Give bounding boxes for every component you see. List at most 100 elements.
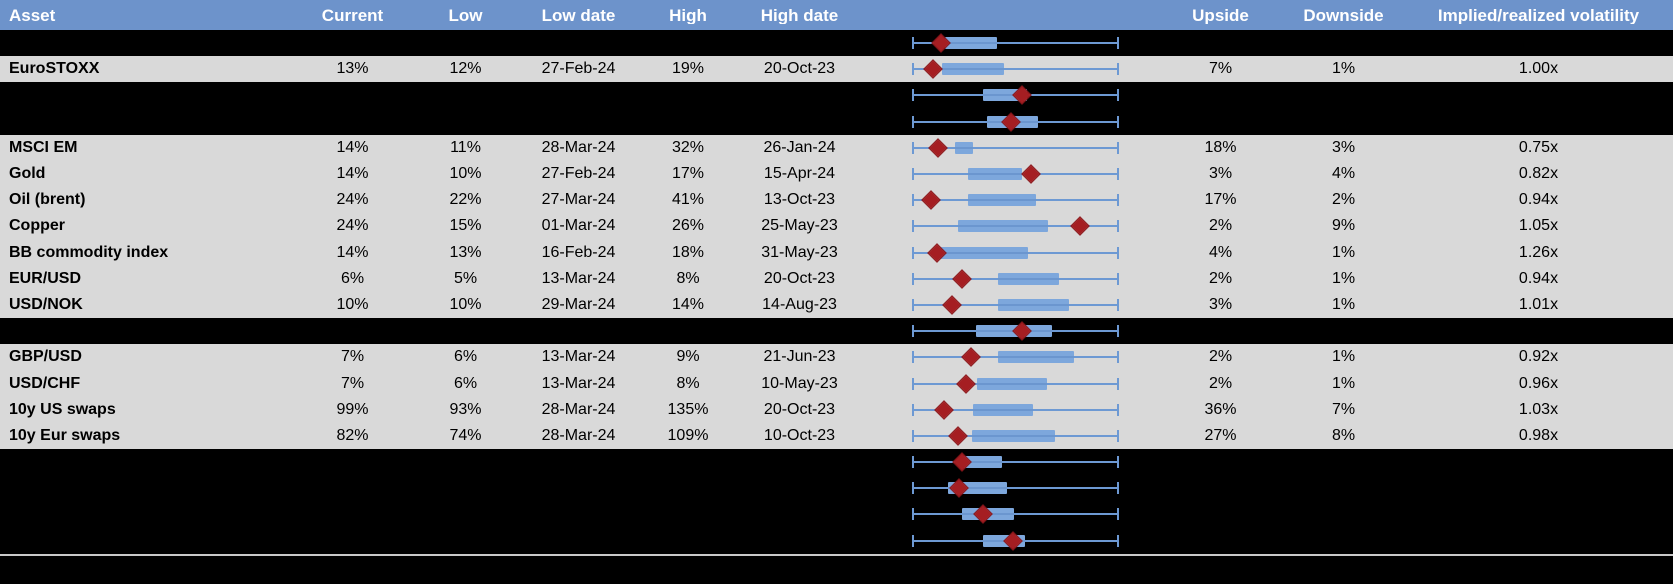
vol-range-boxplot bbox=[858, 423, 1140, 449]
cell-high: 32% bbox=[671, 139, 705, 156]
whisker-cap-right bbox=[1117, 298, 1119, 311]
whisker-line bbox=[913, 42, 1118, 45]
cell-asset: USD/NOK bbox=[9, 296, 83, 313]
cell-asset: Copper bbox=[9, 218, 65, 235]
whisker-cap-left bbox=[912, 429, 914, 442]
vol-range-boxplot bbox=[858, 449, 1140, 475]
whisker-line bbox=[913, 146, 1118, 149]
whisker-cap-left bbox=[912, 298, 914, 311]
whisker-cap-right bbox=[1117, 63, 1119, 76]
vol-range-boxplot bbox=[858, 82, 1140, 108]
cell-low: 6% bbox=[453, 375, 478, 392]
cell-current: 82% bbox=[336, 427, 369, 444]
box-median-line bbox=[944, 42, 998, 45]
whisker-cap-left bbox=[912, 351, 914, 364]
cell-high-date: 20-Oct-23 bbox=[763, 401, 836, 418]
column-header-low-date: Low date bbox=[541, 6, 616, 24]
whisker-cap-left bbox=[912, 89, 914, 102]
chart-spacer-row bbox=[0, 475, 1673, 502]
whisker-cap-left bbox=[912, 194, 914, 207]
vol-range-boxplot bbox=[858, 161, 1140, 187]
cell-low: 11% bbox=[450, 139, 481, 156]
vol-range-boxplot bbox=[858, 292, 1140, 318]
chart-spacer-row bbox=[0, 82, 1673, 109]
asset-row: BB commodity index 14% 13% 16-Feb-24 18% 31-M… bbox=[0, 239, 1673, 266]
cell-high-date: 25-May-23 bbox=[761, 218, 838, 235]
cell-implied-realized-vol: 0.94x bbox=[1518, 270, 1559, 287]
whisker-cap-left bbox=[912, 115, 914, 128]
cell-implied-realized-vol: 0.94x bbox=[1518, 192, 1559, 209]
asset-row: GBP/USD 7% 6% 13-Mar-24 9% 21-Jun-23 2% 1% 0.92x bbox=[0, 344, 1673, 371]
cell-high-date: 21-Jun-23 bbox=[763, 349, 836, 366]
asset-row: Gold 14% 10% 27-Feb-24 17% 15-Apr-24 3% 4% 0.82x bbox=[0, 160, 1673, 188]
whisker-cap-right bbox=[1117, 246, 1119, 259]
whisker-cap-right bbox=[1117, 141, 1119, 154]
whisker-cap-left bbox=[912, 168, 914, 181]
current-level-diamond-icon bbox=[1070, 216, 1090, 237]
whisker-cap-left bbox=[912, 534, 914, 547]
whisker-cap-left bbox=[912, 377, 914, 390]
box-median-line bbox=[955, 146, 974, 149]
current-level-diamond-icon bbox=[934, 399, 954, 420]
cell-downside: 1% bbox=[1331, 349, 1356, 366]
cell-low-date: 01-Mar-24 bbox=[541, 218, 616, 235]
whisker-cap-right bbox=[1117, 220, 1119, 233]
current-level-diamond-icon bbox=[961, 347, 981, 368]
cell-implied-realized-vol: 0.75x bbox=[1518, 139, 1559, 156]
cell-low-date: 13-Mar-24 bbox=[541, 349, 616, 366]
asset-row: Oil (brent) 24% 22% 27-Mar-24 41% 13-Oct-23 17… bbox=[0, 187, 1673, 214]
box-median-line bbox=[998, 277, 1059, 280]
box-median-line bbox=[967, 199, 1036, 202]
column-header-asset: Asset bbox=[9, 6, 56, 24]
cell-upside: 3% bbox=[1208, 296, 1233, 313]
cell-current: 24% bbox=[336, 218, 369, 235]
cell-high-date: 20-Oct-23 bbox=[763, 270, 836, 287]
current-level-diamond-icon bbox=[928, 137, 948, 158]
cell-current: 14% bbox=[336, 139, 369, 156]
column-header-current: Current bbox=[321, 6, 384, 24]
box-median-line bbox=[967, 173, 1023, 176]
cell-upside: 3% bbox=[1208, 166, 1233, 183]
cell-high: 109% bbox=[667, 427, 709, 444]
cell-high: 8% bbox=[676, 270, 700, 287]
box-median-line bbox=[940, 251, 1028, 254]
cell-high-date: 20-Oct-23 bbox=[763, 61, 836, 78]
cell-downside: 1% bbox=[1331, 270, 1356, 287]
whisker-cap-left bbox=[912, 508, 914, 521]
whisker-cap-right bbox=[1117, 89, 1119, 102]
box-median-line bbox=[948, 487, 1008, 490]
cell-low: 5% bbox=[453, 270, 478, 287]
whisker-cap-right bbox=[1117, 194, 1119, 207]
vol-range-boxplot bbox=[858, 135, 1140, 161]
cell-upside: 36% bbox=[1204, 401, 1237, 418]
box-median-line bbox=[941, 68, 1004, 71]
cell-downside: 1% bbox=[1331, 296, 1356, 313]
cell-upside: 7% bbox=[1208, 61, 1233, 78]
whisker-line bbox=[913, 461, 1118, 464]
whisker-cap-left bbox=[912, 482, 914, 495]
whisker-cap-left bbox=[912, 63, 914, 76]
whisker-cap-left bbox=[912, 325, 914, 338]
whisker-cap-left bbox=[912, 272, 914, 285]
table-body: EuroSTOXX 13% 12% 27-Feb-24 19% 20-Oct-23 7% 1%… bbox=[0, 30, 1673, 554]
asset-row: 10y Eur swaps 82% 74% 28-Mar-24 109% 10-Oct-2… bbox=[0, 422, 1673, 449]
cell-upside: 2% bbox=[1208, 349, 1233, 366]
cell-low-date: 13-Mar-24 bbox=[541, 270, 616, 287]
box-median-line bbox=[998, 356, 1074, 359]
vol-range-boxplot bbox=[858, 370, 1140, 396]
cell-low-date: 29-Mar-24 bbox=[541, 296, 616, 313]
cell-low-date: 27-Mar-24 bbox=[541, 192, 616, 209]
chart-spacer-row bbox=[0, 108, 1673, 135]
box-median-line bbox=[973, 408, 1033, 411]
cell-low: 13% bbox=[449, 244, 482, 261]
box-median-line bbox=[963, 461, 1002, 464]
current-level-diamond-icon bbox=[921, 190, 941, 211]
cell-low: 74% bbox=[449, 427, 482, 444]
cell-high: 26% bbox=[671, 218, 705, 235]
asset-row: MSCI EM 14% 11% 28-Mar-24 32% 26-Jan-24 18% 3% 0… bbox=[0, 134, 1673, 161]
cell-asset: MSCI EM bbox=[9, 139, 78, 156]
asset-row: EUR/USD 6% 5% 13-Mar-24 8% 20-Oct-23 2% 1% 0.94x bbox=[0, 265, 1673, 292]
cell-low: 15% bbox=[449, 218, 482, 235]
table-header: Asset Current Low Low date High High dat… bbox=[0, 0, 1673, 30]
